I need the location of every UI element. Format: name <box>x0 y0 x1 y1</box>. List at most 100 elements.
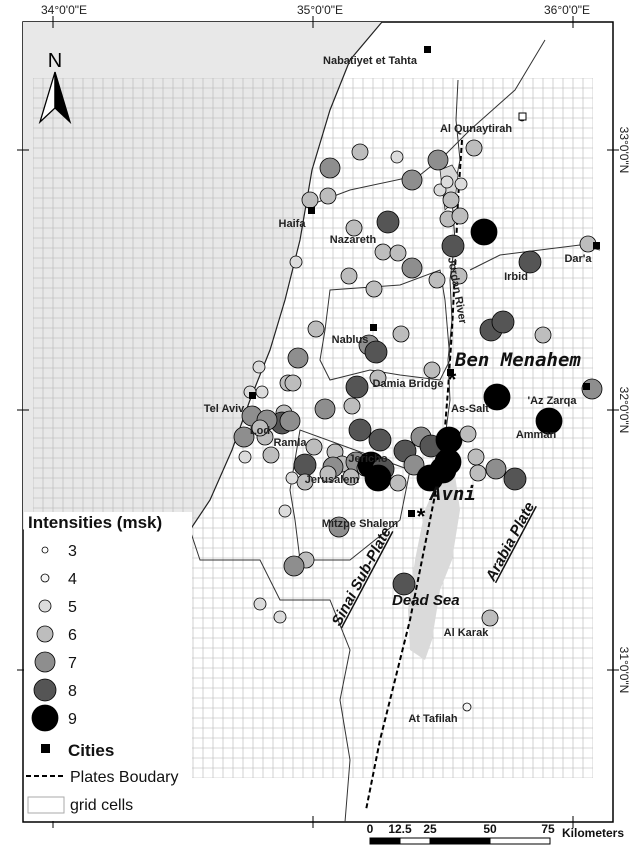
intensity-8-marker <box>348 418 372 442</box>
city-label: Irbid <box>504 271 528 283</box>
legend-intensity-4-icon <box>40 573 50 583</box>
intensity-7-marker <box>403 454 425 476</box>
intensity-7-marker <box>319 157 341 179</box>
city-label: Nablus <box>332 334 369 346</box>
intensity-8-marker <box>503 467 527 491</box>
intensity-8-marker <box>364 340 388 364</box>
city-marker <box>518 112 527 121</box>
intensity-6-marker <box>305 438 323 456</box>
city-marker <box>408 510 415 517</box>
lon-label: 35°0'0"E <box>297 3 343 17</box>
intensity-5-marker <box>433 183 447 197</box>
legend-grid-label: grid cells <box>70 797 133 814</box>
legend-intensity-7-icon <box>34 651 56 673</box>
scale-tick-label: 75 <box>541 822 555 836</box>
city-marker <box>593 242 600 249</box>
intensity-8-marker <box>392 572 416 596</box>
intensity-8-marker <box>345 375 369 399</box>
city-marker <box>249 392 256 399</box>
intensity-6-marker <box>534 326 552 344</box>
intensity-6-marker <box>481 609 499 627</box>
intensity-7-marker <box>287 347 309 369</box>
legend-city-icon <box>41 744 50 753</box>
city-label: Jericho <box>348 453 387 465</box>
scale-bar: 0 12.5 25 50 75 Kilometers <box>367 822 624 845</box>
intensity-5-marker <box>390 150 404 164</box>
intensity-6-marker <box>301 191 319 209</box>
legend-intensity-label: 3 <box>68 543 77 560</box>
intensity-6-marker <box>369 369 387 387</box>
city-label: Nabatiyet et Tahta <box>323 55 418 67</box>
scale-tick-label: 12.5 <box>388 822 412 836</box>
intensity-6-marker <box>467 448 485 466</box>
dead-sea-water <box>408 475 460 660</box>
legend-intensity-label: 9 <box>68 711 77 728</box>
lat-label: 32°0'0"N <box>617 387 631 434</box>
epicenter-ben-menahem-icon: * <box>448 367 457 392</box>
intensity-9-marker <box>429 456 457 484</box>
intensity-6-marker <box>340 267 358 285</box>
intensity-5-marker <box>285 471 299 485</box>
intensity-6-marker <box>423 361 441 379</box>
intensity-8-marker <box>441 234 465 258</box>
legend-intensity-6-icon <box>36 625 54 643</box>
scale-segment <box>399 837 431 845</box>
intensity-6-marker <box>428 271 446 289</box>
legend-intensity-8-icon <box>33 678 57 702</box>
intensity-6-marker <box>296 473 314 491</box>
intensity-6-marker <box>442 191 460 209</box>
graticule-ticks <box>17 16 619 828</box>
city-label: Lod <box>250 425 270 437</box>
city-label: Al Karak <box>444 627 490 639</box>
coastline <box>189 22 383 531</box>
intensity-6-marker <box>319 465 337 483</box>
intensity-7-marker <box>328 516 350 538</box>
legend-intensity-9-icon <box>31 704 59 732</box>
intensity-7-marker <box>485 458 507 480</box>
intensity-4-marker <box>462 702 472 712</box>
intensity-5-marker <box>440 175 454 189</box>
dead-sea-label: Dead Sea <box>392 592 460 609</box>
legend-intensity-label: 8 <box>68 683 77 700</box>
scale-segment <box>489 837 551 845</box>
city-label: Dar'a <box>564 253 592 265</box>
intensity-6-marker <box>389 244 407 262</box>
legend-boundary-label: Plates Boudary <box>70 769 179 786</box>
city-marker <box>370 324 377 331</box>
intensity-5-marker <box>273 610 287 624</box>
intensity-6-marker <box>251 419 269 437</box>
city-label: Mitzpe Shalem <box>322 518 399 530</box>
city-label: Jerusalem <box>305 474 360 486</box>
intensity-6-marker <box>343 397 361 415</box>
city-marker <box>308 207 315 214</box>
legend: Intensities (msk) 3 4 5 6 7 8 9 Cities Plates … <box>24 512 192 821</box>
lat-label: 33°0'0"N <box>617 127 631 174</box>
intensity-9-marker <box>364 464 392 492</box>
city-label: 'Az Zarqa <box>527 395 577 407</box>
intensity-7-marker <box>314 398 336 420</box>
intensity-8-marker <box>293 453 317 477</box>
intensity-6-marker <box>469 464 487 482</box>
city-marker <box>583 383 590 390</box>
intensity-circles <box>233 114 603 712</box>
intensity-6-marker <box>374 243 392 261</box>
legend-intensity-label: 4 <box>68 571 77 588</box>
city-label: Nazareth <box>330 234 377 246</box>
city-label: Tel Aviv <box>204 403 245 415</box>
scale-segment <box>429 837 491 845</box>
intensity-5-marker <box>252 360 266 374</box>
lat-label: 31°0'0"N <box>617 647 631 694</box>
city-label: Ramla <box>273 437 307 449</box>
intensity-9-marker <box>483 383 511 411</box>
legend-title: Intensities (msk) <box>28 513 162 532</box>
intensity-8-marker <box>368 428 392 452</box>
legend-intensity-label: 7 <box>68 655 77 672</box>
intensity-6-marker <box>389 474 407 492</box>
legend-intensity-label: 5 <box>68 599 77 616</box>
intensity-7-marker <box>401 257 423 279</box>
intensity-7-marker <box>233 426 255 448</box>
intensity-8-marker <box>376 210 400 234</box>
legend-intensity-5-icon <box>38 599 52 613</box>
intensity-9-marker <box>470 218 498 246</box>
intensity-6-marker <box>345 219 363 237</box>
